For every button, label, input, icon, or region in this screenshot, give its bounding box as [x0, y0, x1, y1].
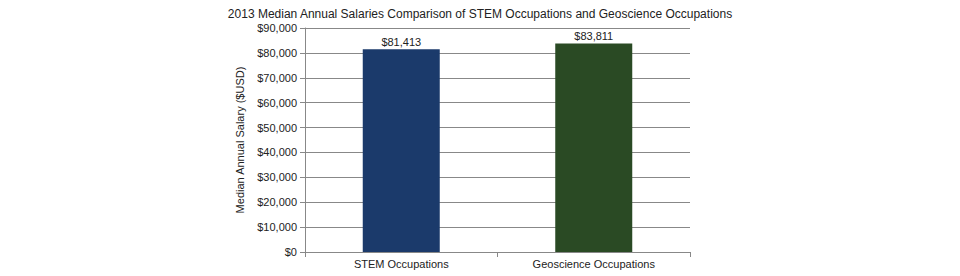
svg-text:Median Annual Salary ($USD): Median Annual Salary ($USD): [234, 67, 246, 214]
svg-text:$0: $0: [285, 246, 297, 258]
svg-text:Geoscience Occupations: Geoscience Occupations: [533, 258, 656, 270]
svg-text:$83,811: $83,811: [574, 30, 613, 42]
svg-text:$20,000: $20,000: [257, 196, 297, 208]
svg-text:STEM Occupations: STEM Occupations: [354, 258, 449, 270]
svg-text:$80,000: $80,000: [257, 47, 297, 59]
svg-text:$50,000: $50,000: [257, 122, 297, 134]
svg-text:$70,000: $70,000: [257, 72, 297, 84]
svg-text:$30,000: $30,000: [257, 171, 297, 183]
svg-text:$10,000: $10,000: [257, 221, 297, 233]
svg-text:2013 Median Annual Salaries Co: 2013 Median Annual Salaries Comparison o…: [228, 7, 732, 21]
svg-text:$81,413: $81,413: [381, 36, 421, 48]
svg-text:$90,000: $90,000: [257, 22, 297, 34]
svg-text:$60,000: $60,000: [257, 97, 297, 109]
svg-text:$40,000: $40,000: [257, 146, 297, 158]
